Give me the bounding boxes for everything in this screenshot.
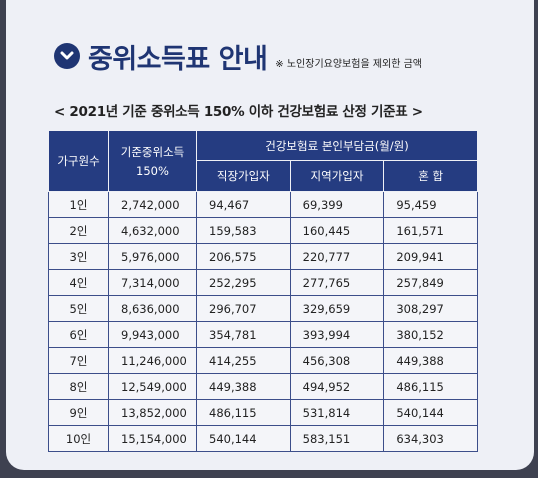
table-row: 7인 11,246,000 414,255 456,308 449,388 (48, 347, 478, 374)
cell-mixed: 257,849 (383, 269, 478, 296)
header-median-line1: 기준중위소득 (120, 145, 185, 159)
header-mixed: 혼 합 (383, 160, 478, 192)
cell-household: 5인 (48, 295, 109, 322)
cell-mixed: 449,388 (383, 347, 478, 374)
cell-household: 9인 (48, 399, 109, 426)
cell-median: 5,976,000 (108, 243, 197, 270)
table-caption: < 2021년 기준 중위소득 150% 이하 건강보험료 산정 기준표 > (54, 104, 423, 120)
title-row: 중위소득표 안내 ※ 노인장기요양보험을 제외한 금액 (54, 34, 422, 78)
cell-regional: 583,151 (289, 425, 385, 452)
cell-employee: 354,781 (196, 321, 291, 348)
cell-employee: 159,583 (196, 217, 291, 244)
cell-mixed: 540,144 (383, 399, 478, 426)
table-row: 2인 4,632,000 159,583 160,445 161,571 (48, 217, 478, 244)
cell-regional: 69,399 (289, 191, 385, 218)
cell-regional: 329,659 (289, 295, 385, 322)
cell-household: 2인 (48, 217, 109, 244)
cell-mixed: 161,571 (383, 217, 478, 244)
chevron-down-circle-icon (54, 43, 80, 69)
table-row: 6인 9,943,000 354,781 393,994 380,152 (48, 321, 478, 348)
header-median-line2: 150% (136, 164, 169, 178)
table-row: 3인 5,976,000 206,575 220,777 209,941 (48, 243, 478, 270)
table-row: 1인 2,742,000 94,467 69,399 95,459 (48, 191, 478, 218)
cell-median: 13,852,000 (108, 399, 197, 426)
cell-regional: 277,765 (289, 269, 385, 296)
cell-household: 4인 (48, 269, 109, 296)
table-row: 10인 15,154,000 540,144 583,151 634,303 (48, 425, 478, 452)
cell-regional: 220,777 (289, 243, 385, 270)
cell-mixed: 634,303 (383, 425, 478, 452)
cell-employee: 252,295 (196, 269, 291, 296)
cell-employee: 540,144 (196, 425, 291, 452)
cell-median: 9,943,000 (108, 321, 197, 348)
cell-regional: 160,445 (289, 217, 385, 244)
cell-mixed: 486,115 (383, 373, 478, 400)
cell-employee: 449,388 (196, 373, 291, 400)
title-note: ※ 노인장기요양보험을 제외한 금액 (275, 58, 422, 70)
cell-median: 12,549,000 (108, 373, 197, 400)
cell-regional: 494,952 (289, 373, 385, 400)
info-card: 중위소득표 안내 ※ 노인장기요양보험을 제외한 금액 < 2021년 기준 중… (6, 0, 534, 470)
header-employee: 직장가입자 (196, 160, 291, 192)
table-row: 9인 13,852,000 486,115 531,814 540,144 (48, 399, 478, 426)
cell-household: 3인 (48, 243, 109, 270)
cell-median: 8,636,000 (108, 295, 197, 322)
cell-mixed: 308,297 (383, 295, 478, 322)
cell-household: 1인 (48, 191, 109, 218)
cell-mixed: 95,459 (383, 191, 478, 218)
cell-employee: 206,575 (196, 243, 291, 270)
cell-employee: 296,707 (196, 295, 291, 322)
cell-median: 2,742,000 (108, 191, 197, 218)
cell-regional: 531,814 (289, 399, 385, 426)
cell-mixed: 380,152 (383, 321, 478, 348)
table-body: 1인 2,742,000 94,467 69,399 95,459 2인 4,6… (48, 191, 478, 452)
cell-mixed: 209,941 (383, 243, 478, 270)
cell-household: 7인 (48, 347, 109, 374)
cell-median: 7,314,000 (108, 269, 197, 296)
cell-median: 11,246,000 (108, 347, 197, 374)
header-regional: 지역가입자 (289, 160, 385, 192)
cell-median: 15,154,000 (108, 425, 197, 452)
cell-employee: 94,467 (196, 191, 291, 218)
cell-household: 10인 (48, 425, 109, 452)
premium-table: 가구원수 기준중위소득 150% 건강보험료 본인부담금(월/원) 직장가입자 … (48, 130, 478, 452)
header-household: 가구원수 (48, 130, 109, 192)
table-row: 4인 7,314,000 252,295 277,765 257,849 (48, 269, 478, 296)
header-premium-group: 건강보험료 본인부담금(월/원) (196, 130, 478, 161)
cell-household: 8인 (48, 373, 109, 400)
cell-employee: 414,255 (196, 347, 291, 374)
table-row: 5인 8,636,000 296,707 329,659 308,297 (48, 295, 478, 322)
cell-median: 4,632,000 (108, 217, 197, 244)
cell-regional: 393,994 (289, 321, 385, 348)
page-title: 중위소득표 안내 (88, 43, 268, 75)
header-median-income: 기준중위소득 150% (108, 130, 197, 192)
cell-regional: 456,308 (289, 347, 385, 374)
cell-household: 6인 (48, 321, 109, 348)
table-row: 8인 12,549,000 449,388 494,952 486,115 (48, 373, 478, 400)
cell-employee: 486,115 (196, 399, 291, 426)
